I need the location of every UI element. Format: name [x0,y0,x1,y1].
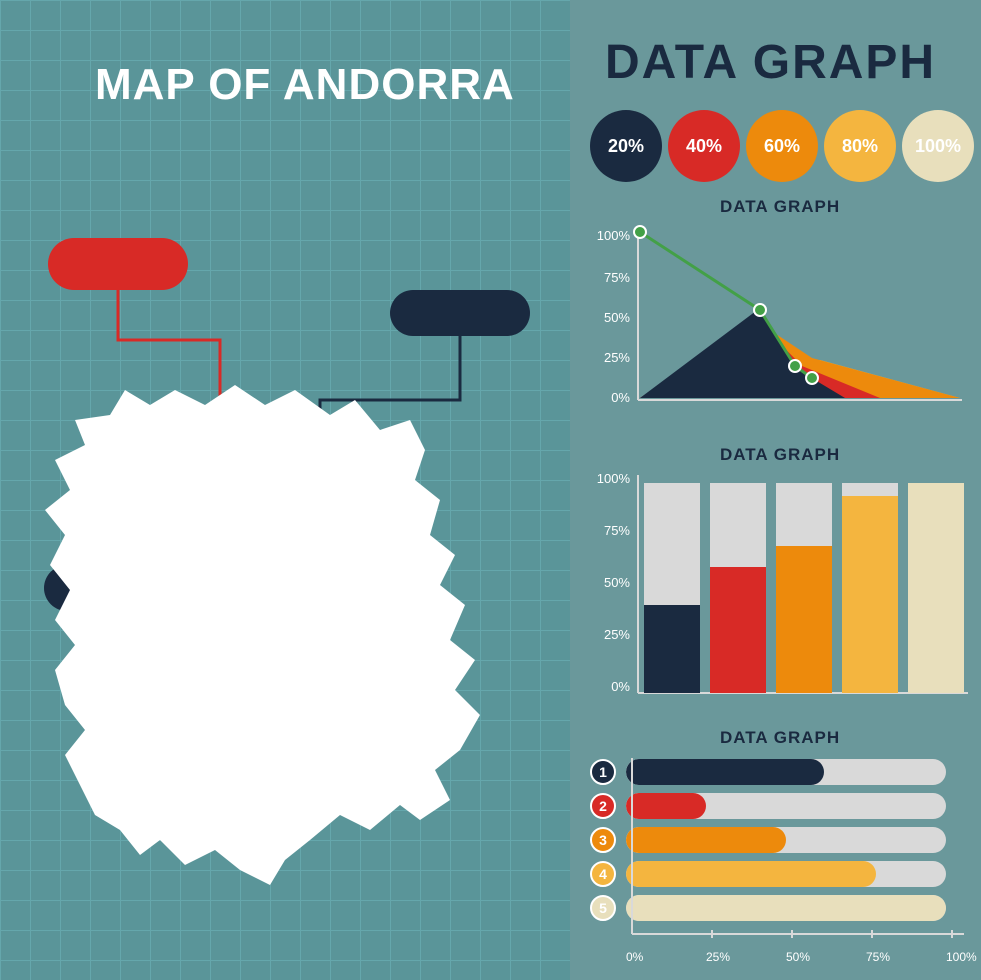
area-y-tick: 0% [590,390,630,405]
hbar-chart-title: DATA GRAPH [720,728,840,748]
percent-circle-3: 60% [746,110,818,182]
bar-5 [908,483,964,693]
infographic-canvas: MAP OF ANDORRA DATA GRAPH 20%40%60%80%10… [0,0,981,980]
bar-y-tick: 0% [590,679,630,694]
hbar-x-tick: 0% [626,950,643,964]
hbar-number: 4 [590,861,616,887]
bar-chart: 0% 25% 50% 75% 100% [590,465,970,715]
hbar-x-tick: 50% [786,950,810,964]
hbar-x-tick: 100% [946,950,977,964]
hbar-x-tick: 25% [706,950,730,964]
percent-circle-1: 20% [590,110,662,182]
area-y-tick: 75% [590,270,630,285]
hbar-number: 2 [590,793,616,819]
bar-y-tick: 25% [590,627,630,642]
hbar-number: 1 [590,759,616,785]
area-y-tick: 50% [590,310,630,325]
bar-2 [710,483,766,693]
data-title: DATA GRAPH [605,35,936,90]
hbar-row-2: 2 [590,792,946,820]
hbar-row-5: 5 [590,894,946,922]
data-panel: DATA GRAPH 20%40%60%80%100% DATA GRAPH 0… [570,0,981,980]
bar-3 [776,483,832,693]
hbar-row-1: 1 [590,758,946,786]
percentage-circles: 20%40%60%80%100% [590,110,974,182]
hbar-chart: 12345 0%25%50%75%100% [590,752,970,962]
map-panel: MAP OF ANDORRA [0,0,570,980]
hbar-x-tick: 75% [866,950,890,964]
bar-y-tick: 50% [590,575,630,590]
area-chart-title: DATA GRAPH [720,197,840,217]
area-y-tick: 25% [590,350,630,365]
bar-1 [644,483,700,693]
hbar-number: 3 [590,827,616,853]
map-silhouette [10,360,540,900]
hbar-number: 5 [590,895,616,921]
percent-circle-4: 80% [824,110,896,182]
bar-y-tick: 75% [590,523,630,538]
percent-circle-5: 100% [902,110,974,182]
area-chart: 0% 25% 50% 75% 100% [590,218,970,428]
bar-4 [842,483,898,693]
hbar-row-3: 3 [590,826,946,854]
bar-chart-title: DATA GRAPH [720,445,840,465]
percent-circle-2: 40% [668,110,740,182]
bar-y-tick: 100% [590,471,630,486]
area-y-tick: 100% [590,228,630,243]
hbar-row-4: 4 [590,860,946,888]
